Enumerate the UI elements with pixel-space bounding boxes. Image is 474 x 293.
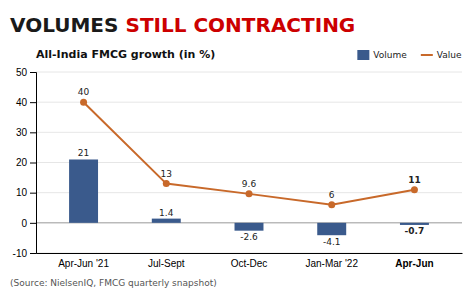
grid-line: [36, 253, 462, 254]
data-label: 6: [329, 190, 335, 200]
x-axis: Apr-Jun '21 Jul-Sept Oct-Dec Jan-Mar '22 Apr…: [37, 253, 463, 269]
y-tick: 40: [16, 97, 36, 108]
data-label: 11: [408, 175, 421, 185]
line-marker: [411, 186, 418, 193]
grid-line: [36, 102, 462, 103]
y-tick: -10: [13, 248, 36, 259]
source: (Source: NielsenIQ, FMCG quarterly snaps…: [10, 278, 217, 288]
x-tick: Jul-Sept: [148, 253, 185, 269]
grid-line: [36, 162, 462, 163]
x-tick-label: Jul-Sept: [148, 258, 185, 269]
y-tick-mark: [30, 193, 36, 194]
bar: [400, 223, 429, 225]
y-tick-label: 0: [21, 218, 27, 229]
x-tick-label: Apr-Jun: [395, 258, 433, 269]
y-tick-label: 10: [16, 187, 28, 198]
grid-line: [36, 132, 462, 133]
data-label: -0.7: [405, 226, 425, 236]
legend-label: Volume: [373, 50, 407, 60]
title-part: VOLUMES: [10, 13, 117, 37]
y-tick-mark: [30, 102, 36, 103]
legend-item: Value: [421, 50, 462, 60]
x-tick: Oct-Dec: [231, 253, 268, 269]
y-tick: 20: [16, 157, 36, 168]
legend-swatch: [421, 54, 433, 56]
y-tick-mark: [30, 253, 36, 254]
grid: [36, 72, 462, 253]
line-marker: [163, 180, 170, 187]
subtitle: All-India FMCG growth (in %): [36, 48, 215, 61]
data-label: 40: [78, 87, 90, 97]
data-label: 9.6: [242, 179, 257, 189]
chart: VOLUMES STILL CONTRACTING All-India FMCG g…: [0, 0, 474, 293]
line: [84, 102, 415, 205]
x-tick-label: Oct-Dec: [231, 258, 268, 269]
line-marker: [80, 99, 87, 106]
y-tick-label: 20: [16, 157, 28, 168]
title-part: STILL CONTRACTING: [125, 13, 355, 37]
data-label: 1.4: [159, 208, 174, 218]
legend-swatch: [357, 50, 369, 60]
y-tick-mark: [30, 72, 36, 73]
x-tick-label: Apr-Jun '21: [58, 258, 109, 269]
y-tick-label: 40: [16, 97, 28, 108]
legend: Volume Value: [357, 50, 462, 60]
line-marker: [328, 201, 335, 208]
y-tick-mark: [30, 163, 36, 164]
bar: [69, 159, 98, 222]
data-label: -4.1: [323, 237, 341, 247]
data-label: 21: [78, 148, 89, 158]
line-marker: [246, 190, 253, 197]
title: VOLUMES STILL CONTRACTING: [10, 13, 355, 37]
x-axis-line: [37, 253, 463, 254]
bar: [235, 223, 264, 231]
y-tick: 10: [16, 187, 36, 198]
bar: [317, 223, 346, 235]
y-tick-mark: [30, 132, 36, 133]
y-tick-label: -10: [13, 248, 28, 259]
data-label: -2.6: [240, 232, 258, 242]
y-axis-line: [30, 73, 37, 254]
x-tick: Apr-Jun: [395, 253, 433, 269]
data-labels: 21 1.4 -2.6 -4.1 -0.7 40 13 9.6 6 11: [78, 87, 424, 246]
x-tick: Apr-Jun '21: [58, 253, 109, 269]
plot: -10 0 10 20 30 40 50 Apr-Jun '21 Jul-Sept Oct-Dec…: [13, 67, 463, 269]
data-label: 13: [161, 169, 172, 179]
y-tick: 50: [16, 67, 36, 78]
y-tick: 0: [21, 218, 36, 229]
bar: [152, 219, 181, 223]
grid-line: [36, 72, 462, 73]
y-tick: 30: [16, 127, 36, 138]
y-tick-label: 50: [16, 67, 28, 78]
marks: [69, 99, 429, 236]
y-axis: -10 0 10 20 30 40 50: [13, 67, 37, 259]
legend-label: Value: [437, 50, 462, 60]
line-series: [80, 99, 418, 209]
x-tick-label: Jan-Mar '22: [305, 258, 358, 269]
legend-item: Volume: [357, 50, 407, 60]
y-tick-mark: [30, 223, 36, 224]
x-tick: Jan-Mar '22: [305, 253, 358, 269]
y-tick-label: 30: [16, 127, 28, 138]
